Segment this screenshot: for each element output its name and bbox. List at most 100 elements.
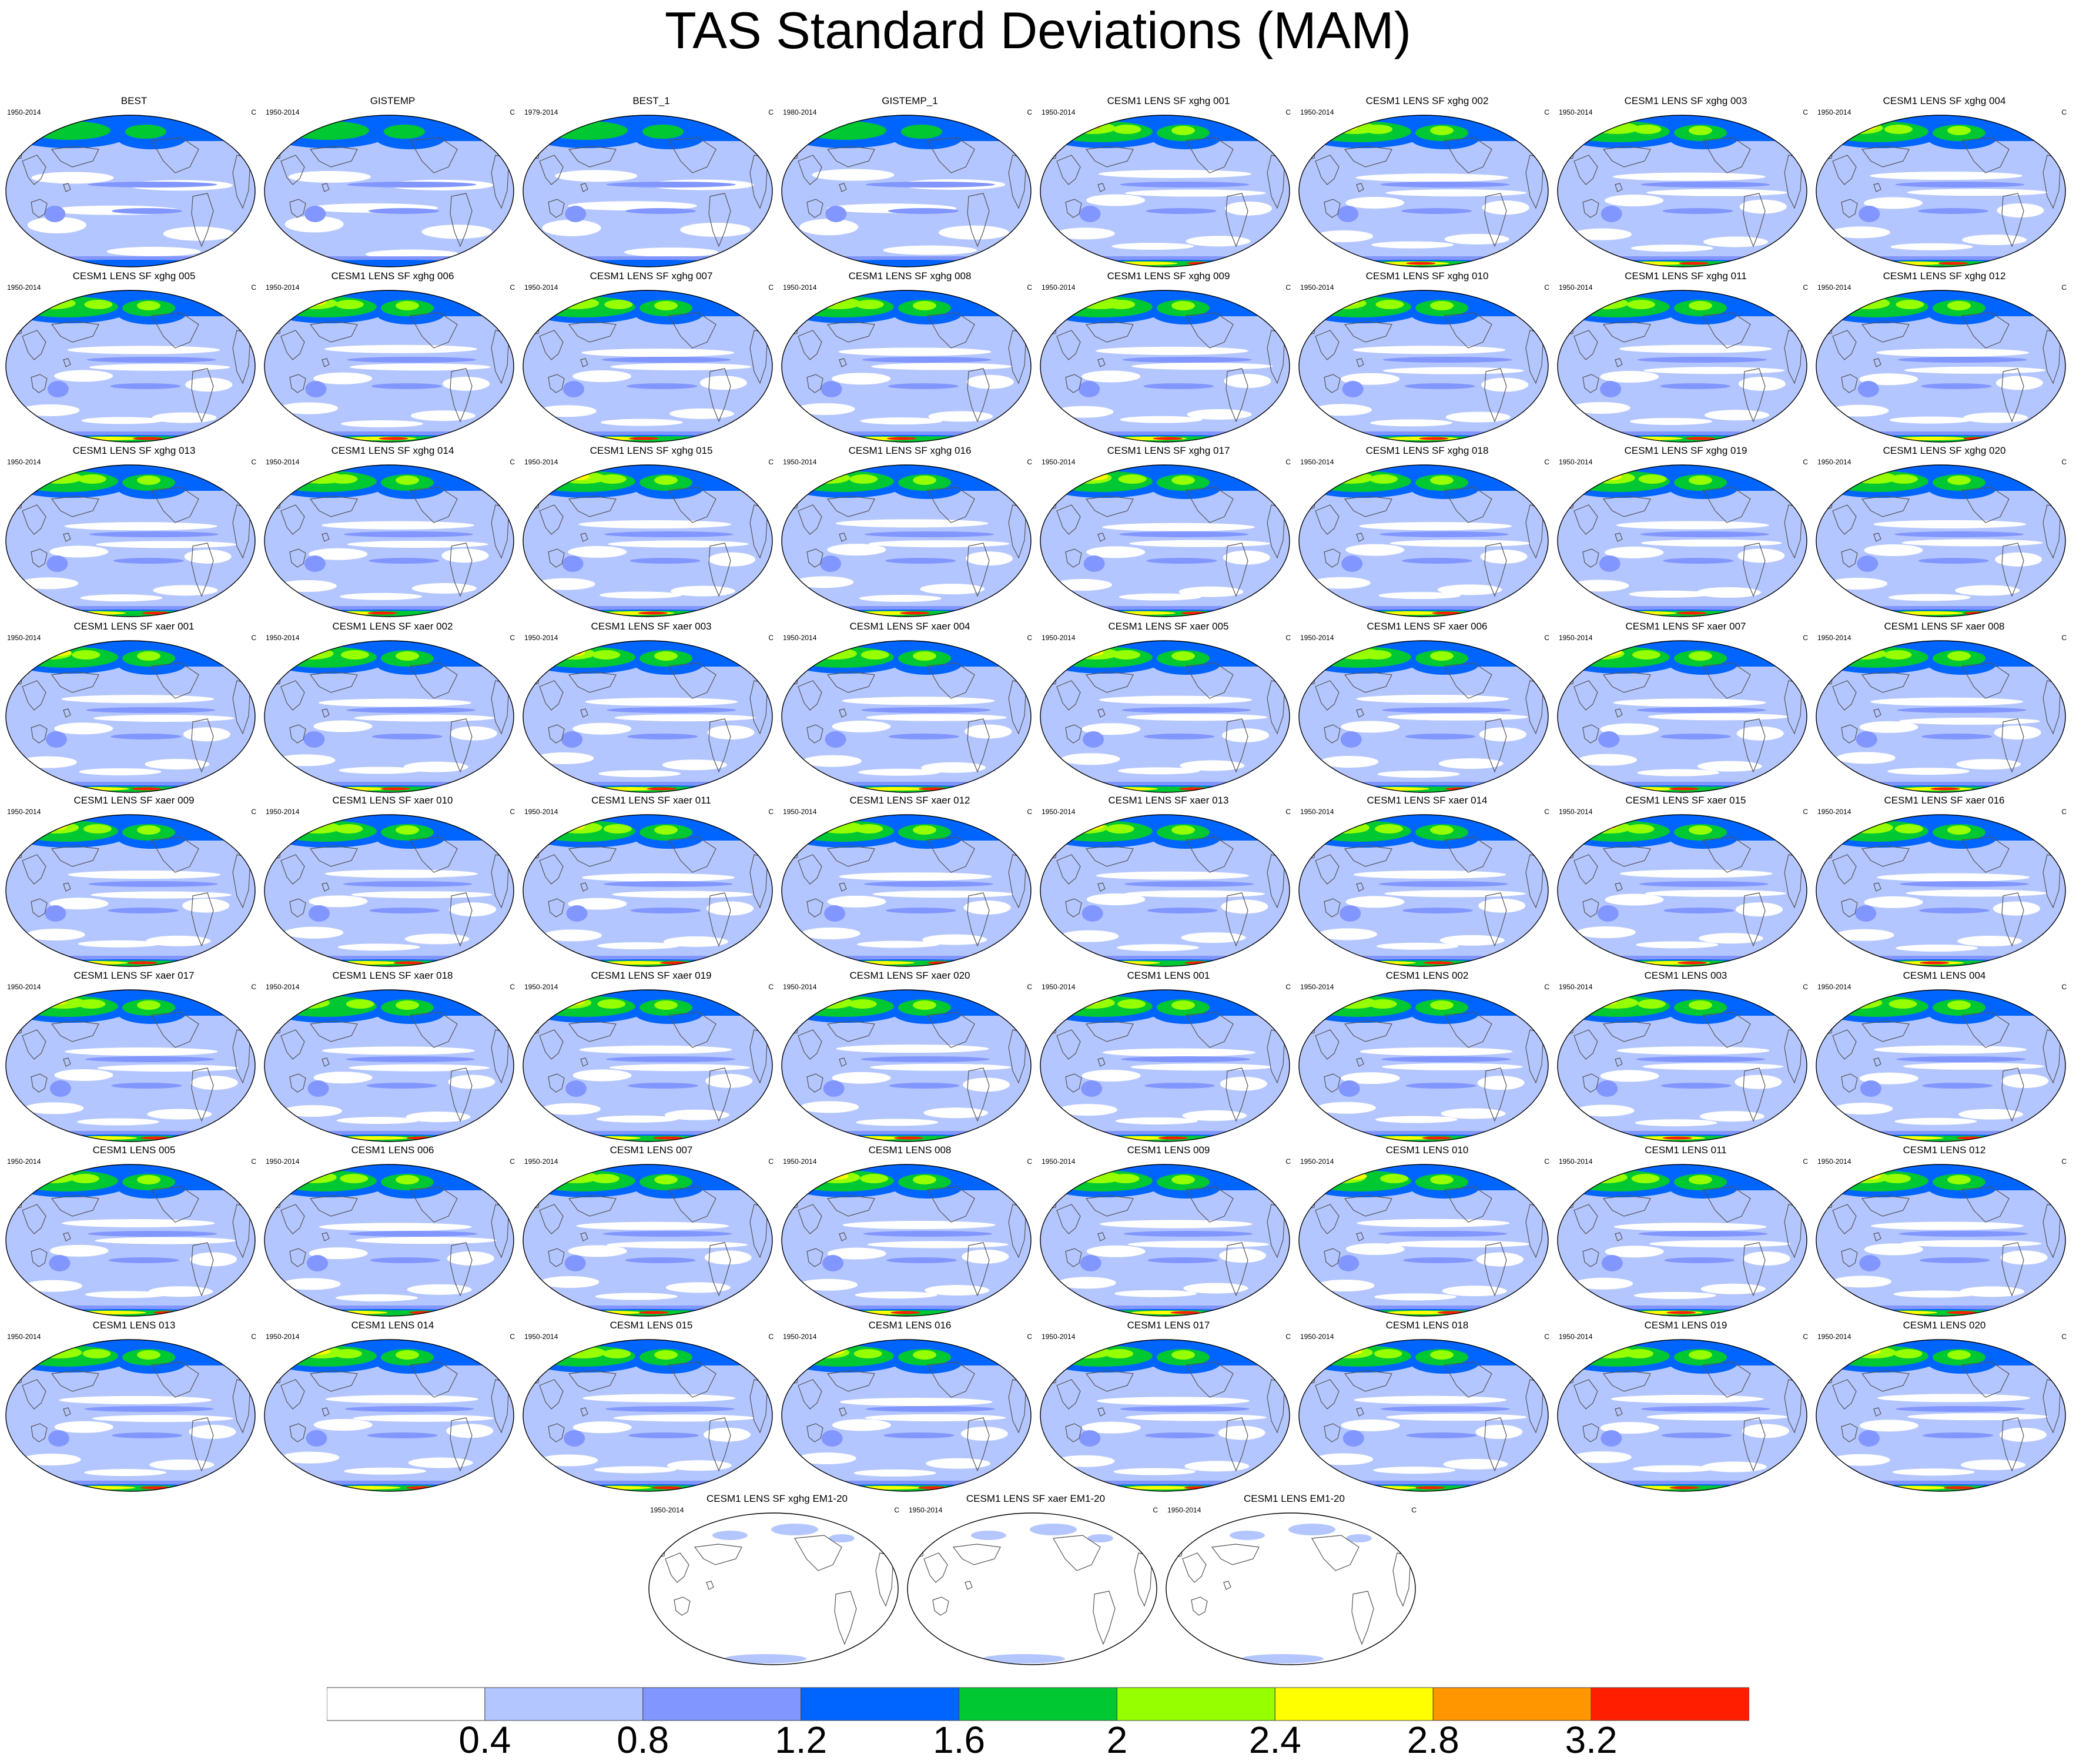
map-plot bbox=[523, 1164, 773, 1317]
panel-title: CESM1 LENS 012 bbox=[1903, 1144, 1986, 1156]
panel-years: 1950-2014 bbox=[1559, 1157, 1593, 1166]
panel-years: 1950-2014 bbox=[524, 458, 558, 466]
panel-title: CESM1 LENS SF xghg 010 bbox=[1365, 270, 1489, 282]
panel-title: CESM1 LENS 008 bbox=[868, 1144, 952, 1156]
colorbar-swatch bbox=[642, 1687, 802, 1721]
panel-years: 1950-2014 bbox=[1300, 808, 1334, 816]
map-plot bbox=[781, 1164, 1032, 1317]
map-plot bbox=[264, 814, 514, 967]
panel-units: C bbox=[768, 983, 774, 991]
map-panel: CESM1 LENS SF xaer 011 1950-2014 C bbox=[522, 795, 781, 971]
map-panel: CESM1 LENS 007 1950-2014 C bbox=[522, 1144, 781, 1321]
colorbar-swatch bbox=[1274, 1687, 1434, 1721]
panel-years: 1950-2014 bbox=[1042, 983, 1076, 991]
panel-title: CESM1 LENS SF xaer 011 bbox=[591, 795, 711, 806]
map-plot bbox=[1557, 1164, 1807, 1317]
panel-years: 1950-2014 bbox=[266, 634, 300, 642]
map-plot bbox=[1816, 464, 2066, 617]
map-plot bbox=[1040, 640, 1290, 793]
map-plot bbox=[264, 1339, 514, 1492]
map-panel: CESM1 LENS 006 1950-2014 C bbox=[263, 1144, 522, 1321]
panel-units: C bbox=[251, 283, 256, 292]
panel-title: BEST bbox=[120, 95, 148, 106]
map-plot bbox=[1040, 989, 1290, 1142]
panel-years: 1950-2014 bbox=[1042, 1333, 1076, 1341]
panel-units: C bbox=[251, 1157, 256, 1166]
panel-years: 1950-2014 bbox=[1817, 634, 1851, 642]
panel-title: CESM1 LENS SF xghg 017 bbox=[1107, 445, 1230, 456]
panel-title: CESM1 LENS SF xaer 016 bbox=[1884, 795, 2005, 806]
map-plot bbox=[5, 1164, 256, 1317]
map-plot bbox=[648, 1512, 899, 1665]
panel-years: 1979-2014 bbox=[524, 108, 558, 116]
panel-years: 1950-2014 bbox=[1042, 1157, 1076, 1166]
panel-title: CESM1 LENS SF xaer 014 bbox=[1367, 795, 1488, 806]
panel-years: 1950-2014 bbox=[1817, 458, 1851, 466]
map-panel: CESM1 LENS SF xghg 015 1950-2014 C bbox=[522, 445, 781, 621]
panel-years: 1950-2014 bbox=[1300, 983, 1334, 991]
panel-title: CESM1 LENS SF xghg 019 bbox=[1624, 445, 1747, 456]
panel-years: 1950-2014 bbox=[266, 458, 300, 466]
colorbar-tick-label: 1.2 bbox=[775, 1719, 828, 1761]
map-plot bbox=[1298, 1339, 1549, 1492]
panel-years: 1950-2014 bbox=[1559, 283, 1593, 292]
panel-years: 1950-2014 bbox=[1042, 808, 1076, 816]
map-panel: CESM1 LENS 015 1950-2014 C bbox=[522, 1320, 781, 1496]
map-panel: CESM1 LENS 009 1950-2014 C bbox=[1039, 1144, 1298, 1321]
map-plot bbox=[264, 989, 514, 1142]
panel-title: CESM1 LENS SF xghg 015 bbox=[590, 445, 713, 456]
panel-years: 1950-2014 bbox=[524, 808, 558, 816]
map-plot bbox=[523, 814, 773, 967]
panel-units: C bbox=[1544, 108, 1549, 116]
panel-units: C bbox=[1544, 808, 1549, 816]
panel-years: 1950-2014 bbox=[524, 1157, 558, 1166]
panel-title: CESM1 LENS SF xaer 002 bbox=[332, 621, 453, 632]
panel-units: C bbox=[1544, 458, 1549, 466]
colorbar-tick-label: 3.2 bbox=[1565, 1719, 1618, 1761]
panel-units: C bbox=[1803, 458, 1808, 466]
map-panel: CESM1 LENS SF xaer 015 1950-2014 C bbox=[1556, 795, 1815, 971]
panel-title: CESM1 LENS SF xaer 006 bbox=[1367, 621, 1488, 632]
map-panel: CESM1 LENS SF xaer 013 1950-2014 C bbox=[1039, 795, 1298, 971]
panel-years: 1950-2014 bbox=[783, 283, 817, 292]
map-panel: CESM1 LENS SF xghg EM1-20 1950-2014 C bbox=[648, 1493, 906, 1669]
map-panel: GISTEMP_1 1980-2014 C bbox=[781, 95, 1039, 272]
map-panel: CESM1 LENS SF xaer 010 1950-2014 C bbox=[263, 795, 522, 971]
panel-units: C bbox=[1285, 634, 1291, 642]
panel-title: CESM1 LENS SF xghg 007 bbox=[590, 270, 713, 282]
map-plot bbox=[523, 464, 773, 617]
map-plot bbox=[5, 814, 256, 967]
panel-title: CESM1 LENS 015 bbox=[610, 1320, 693, 1331]
panel-years: 1950-2014 bbox=[1300, 1333, 1334, 1341]
map-panel: CESM1 LENS SF xghg 010 1950-2014 C bbox=[1298, 270, 1556, 447]
panel-units: C bbox=[1544, 983, 1549, 991]
panel-title: CESM1 LENS SF xghg 001 bbox=[1107, 95, 1230, 106]
map-plot bbox=[1040, 115, 1290, 267]
map-plot bbox=[1557, 814, 1807, 967]
panel-units: C bbox=[251, 1333, 256, 1341]
panel-units: C bbox=[2061, 283, 2067, 292]
map-panel: CESM1 LENS SF xaer 002 1950-2014 C bbox=[263, 621, 522, 797]
panel-years: 1950-2014 bbox=[524, 634, 558, 642]
panel-years: 1950-2014 bbox=[1300, 108, 1334, 116]
panel-title: CESM1 LENS SF xghg 002 bbox=[1365, 95, 1489, 106]
colorbar-tick-label: 1.6 bbox=[933, 1719, 986, 1761]
map-plot bbox=[5, 989, 256, 1142]
panel-years: 1950-2014 bbox=[650, 1506, 684, 1514]
panel-units: C bbox=[1285, 283, 1291, 292]
panel-units: C bbox=[768, 458, 774, 466]
colorbar-swatch bbox=[1116, 1687, 1275, 1721]
colorbar-tick-label: 0.8 bbox=[617, 1719, 669, 1761]
panel-years: 1950-2014 bbox=[1817, 1333, 1851, 1341]
figure-title: TAS Standard Deviations (MAM) bbox=[665, 1, 1411, 59]
panel-years: 1950-2014 bbox=[7, 1333, 41, 1341]
panel-title: CESM1 LENS SF xghg 011 bbox=[1625, 270, 1747, 282]
map-panel: CESM1 LENS SF xghg 009 1950-2014 C bbox=[1039, 270, 1298, 447]
panel-title: CESM1 LENS 001 bbox=[1127, 970, 1210, 981]
panel-units: C bbox=[251, 983, 256, 991]
map-plot bbox=[1816, 1164, 2066, 1317]
panel-units: C bbox=[1285, 108, 1291, 116]
map-panel: GISTEMP 1950-2014 C bbox=[263, 95, 522, 272]
panel-title: CESM1 LENS SF xaer 012 bbox=[849, 795, 970, 806]
panel-units: C bbox=[2061, 983, 2067, 991]
